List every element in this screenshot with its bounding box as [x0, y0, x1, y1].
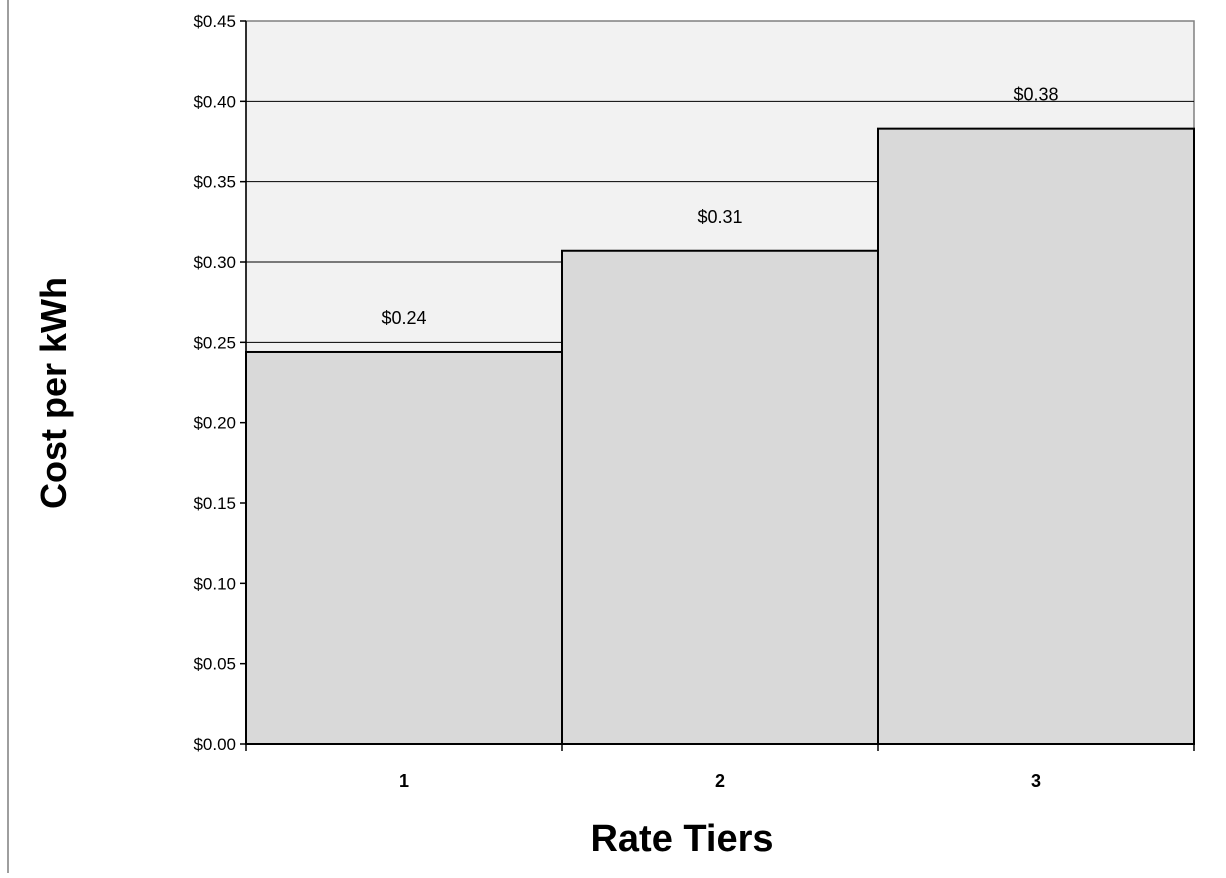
x-tick-label: 1 — [399, 771, 409, 791]
y-tick-label: $0.10 — [193, 574, 236, 593]
y-tick-label: $0.40 — [193, 92, 236, 111]
x-tick-label: 3 — [1031, 771, 1041, 791]
x-tick-label: 2 — [715, 771, 725, 791]
y-tick-label: $0.05 — [193, 655, 236, 674]
y-tick-label: $0.35 — [193, 173, 236, 192]
y-tick-label: $0.30 — [193, 253, 236, 272]
data-label: $0.24 — [381, 308, 426, 328]
y-tick-label: $0.00 — [193, 735, 236, 754]
y-axis-title: Cost per kWh — [33, 277, 74, 509]
y-tick-label: $0.15 — [193, 494, 236, 513]
y-tick-label: $0.25 — [193, 333, 236, 352]
data-labels: $0.24 $0.31 $0.38 — [381, 85, 1058, 328]
data-label: $0.38 — [1013, 85, 1058, 105]
y-tick-labels: $0.00 $0.05 $0.10 $0.15 $0.20 $0.25 $0.30 $0.35… — [193, 12, 236, 754]
bar — [561, 249, 879, 745]
bar — [245, 350, 563, 745]
y-tick-label: $0.20 — [193, 414, 236, 433]
x-axis-title: Rate Tiers — [590, 818, 773, 860]
x-tick-labels: 1 2 3 — [399, 771, 1041, 791]
bar — [877, 127, 1195, 745]
bars — [245, 127, 1195, 745]
data-label: $0.31 — [697, 207, 742, 227]
axes — [240, 20, 1195, 751]
y-tick-label: $0.45 — [193, 12, 236, 31]
